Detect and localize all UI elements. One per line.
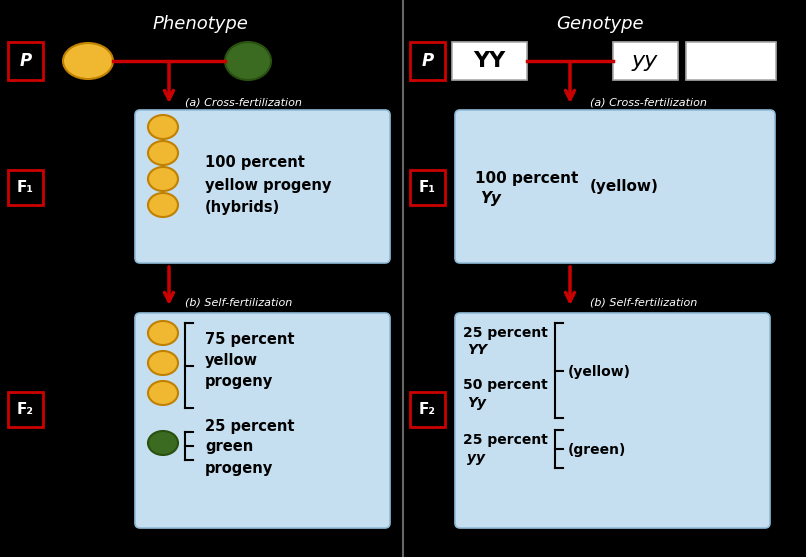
FancyBboxPatch shape [455, 110, 775, 263]
Ellipse shape [148, 351, 178, 375]
Bar [686, 42, 776, 80]
Text: P: P [422, 52, 434, 70]
Text: 25 percent: 25 percent [463, 433, 548, 447]
Text: (a) Cross-fertilization: (a) Cross-fertilization [590, 97, 707, 107]
Text: F₁: F₁ [17, 179, 34, 194]
FancyBboxPatch shape [455, 313, 770, 528]
Text: Yy: Yy [480, 190, 501, 206]
Ellipse shape [148, 431, 178, 455]
Bar [8, 170, 43, 205]
Text: F₂: F₂ [419, 402, 436, 417]
Text: (yellow): (yellow) [590, 178, 659, 193]
Text: 75 percent
yellow
progeny: 75 percent yellow progeny [205, 331, 294, 388]
Text: (green): (green) [568, 443, 626, 457]
Bar [410, 170, 445, 205]
Text: F₂: F₂ [17, 402, 34, 417]
Text: yy: yy [632, 51, 659, 71]
Ellipse shape [148, 167, 178, 191]
Ellipse shape [63, 43, 113, 79]
Text: yy: yy [467, 451, 485, 465]
Bar [613, 42, 678, 80]
Text: 100 percent
yellow progeny
(hybrids): 100 percent yellow progeny (hybrids) [205, 155, 331, 214]
Bar [452, 42, 527, 80]
Text: 25 percent: 25 percent [463, 326, 548, 340]
Ellipse shape [148, 115, 178, 139]
FancyBboxPatch shape [135, 110, 390, 263]
Text: Genotype: Genotype [556, 15, 644, 33]
Text: (a) Cross-fertilization: (a) Cross-fertilization [185, 97, 302, 107]
Bar [8, 42, 43, 80]
Text: (b) Self-fertilization: (b) Self-fertilization [590, 297, 697, 307]
Ellipse shape [148, 193, 178, 217]
Text: YY: YY [473, 51, 505, 71]
Text: P: P [19, 52, 31, 70]
Bar [410, 42, 445, 80]
Text: 25 percent
green
progeny: 25 percent green progeny [205, 418, 294, 476]
Ellipse shape [148, 321, 178, 345]
Ellipse shape [148, 141, 178, 165]
Text: Yy: Yy [467, 396, 486, 410]
Text: YY: YY [467, 343, 487, 357]
Text: (yellow): (yellow) [568, 365, 631, 379]
Bar [410, 392, 445, 427]
Text: Phenotype: Phenotype [152, 15, 248, 33]
Text: 100 percent: 100 percent [475, 170, 579, 185]
FancyBboxPatch shape [135, 313, 390, 528]
Ellipse shape [225, 42, 271, 80]
Text: 50 percent: 50 percent [463, 378, 548, 392]
Ellipse shape [148, 381, 178, 405]
Bar [8, 392, 43, 427]
Text: (b) Self-fertilization: (b) Self-fertilization [185, 297, 293, 307]
Text: F₁: F₁ [419, 179, 436, 194]
